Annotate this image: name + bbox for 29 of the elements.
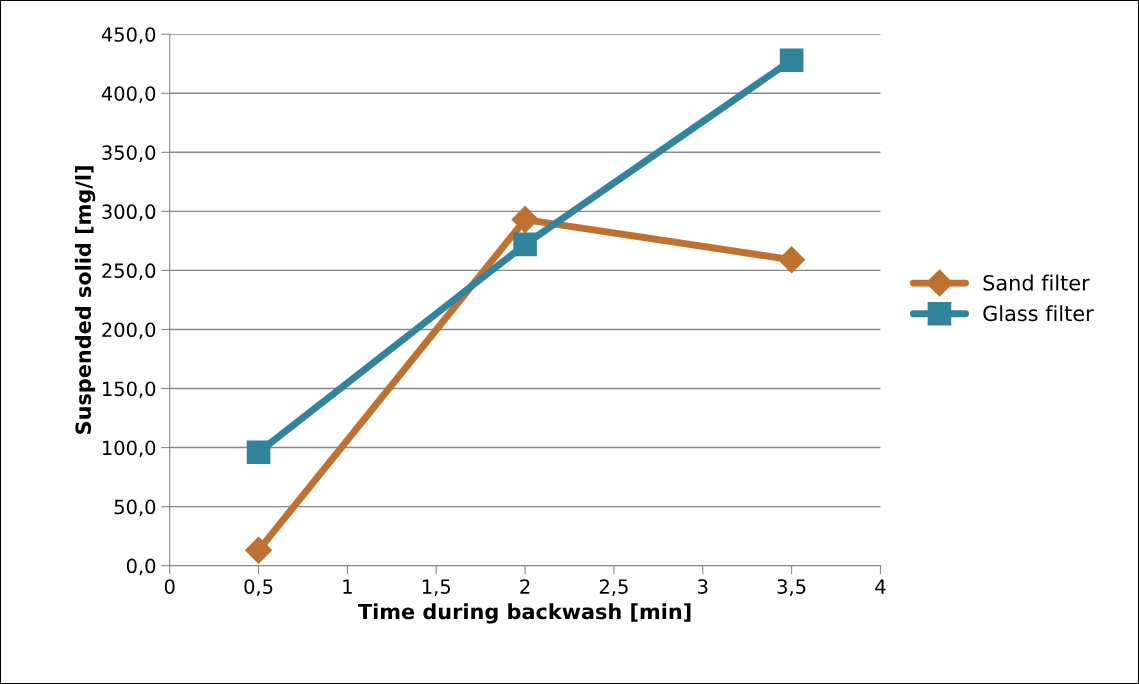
point <box>779 48 804 72</box>
y-tick-label: 100,0 <box>102 440 156 458</box>
y-tick-label: 150,0 <box>102 381 156 399</box>
y-tick-label: 50,0 <box>114 499 156 517</box>
x-tick-label: 1,5 <box>422 579 450 596</box>
x-tick-label: 4 <box>875 579 886 594</box>
y-tick-label: 300,0 <box>102 204 156 221</box>
y-tick-label: 200,0 <box>102 322 156 340</box>
point <box>778 246 805 273</box>
x-tick-label: 3,5 <box>777 579 806 596</box>
x-tick-label: 0 <box>164 579 175 594</box>
y-tick-label: 400,0 <box>101 86 156 103</box>
x-tick-label: 2,5 <box>599 579 628 596</box>
y-axis-title: Suspended solid [mg/l] <box>74 166 96 434</box>
y-tick-label: 350,0 <box>102 145 156 162</box>
legend-label: Sand filter <box>983 274 1090 291</box>
x-tick-label: 0,5 <box>244 579 273 596</box>
x-tick-label: 1 <box>343 579 352 594</box>
point <box>513 232 537 257</box>
x-tick-label: 3 <box>698 579 708 594</box>
y-tick-label: 250,0 <box>102 263 156 281</box>
point <box>245 537 272 564</box>
point <box>246 440 271 465</box>
y-tick-label: 0,0 <box>126 558 156 576</box>
x-tick-label: 2 <box>520 579 530 594</box>
y-tick-label: 450,0 <box>101 27 156 44</box>
legend-label: Glass filter <box>983 305 1094 322</box>
x-axis-title: Time during backwash [min] <box>358 603 691 624</box>
point <box>512 206 538 233</box>
